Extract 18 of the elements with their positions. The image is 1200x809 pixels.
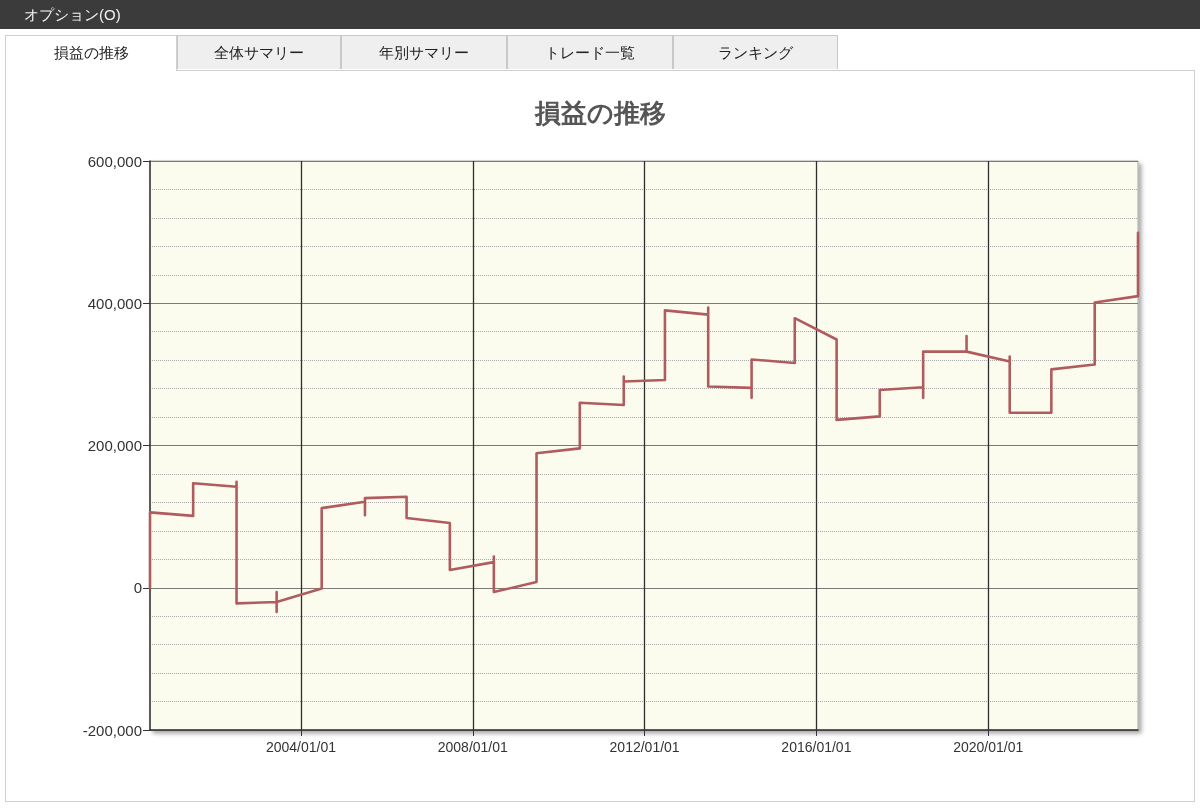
tab[interactable]: 年別サマリー (341, 35, 507, 69)
tab[interactable]: 損益の推移 (5, 35, 177, 72)
y-tick-label: 0 (133, 579, 142, 597)
x-tick-label: 2012/01/01 (609, 739, 680, 755)
tab[interactable]: トレード一覧 (507, 35, 673, 69)
x-tick-label: 2008/01/01 (437, 739, 509, 755)
x-tick-label: 2004/01/01 (265, 739, 337, 755)
text: オプション(O) (24, 5, 121, 24)
x-tick-label: 2020/01/01 (953, 739, 1024, 755)
y-tick-label: 400,000 (87, 294, 142, 312)
chart-title: 損益の推移 (533, 98, 666, 128)
x-tick-label: 2016/01/01 (781, 739, 852, 755)
y-tick-label: 200,000 (87, 437, 142, 454)
y-tick-label: -200,000 (82, 721, 142, 739)
line-series (148, 231, 1140, 614)
tab[interactable]: ランキング (673, 35, 838, 69)
tab[interactable]: 全体サマリー (177, 35, 341, 69)
y-tick-label: 600,000 (87, 152, 142, 170)
